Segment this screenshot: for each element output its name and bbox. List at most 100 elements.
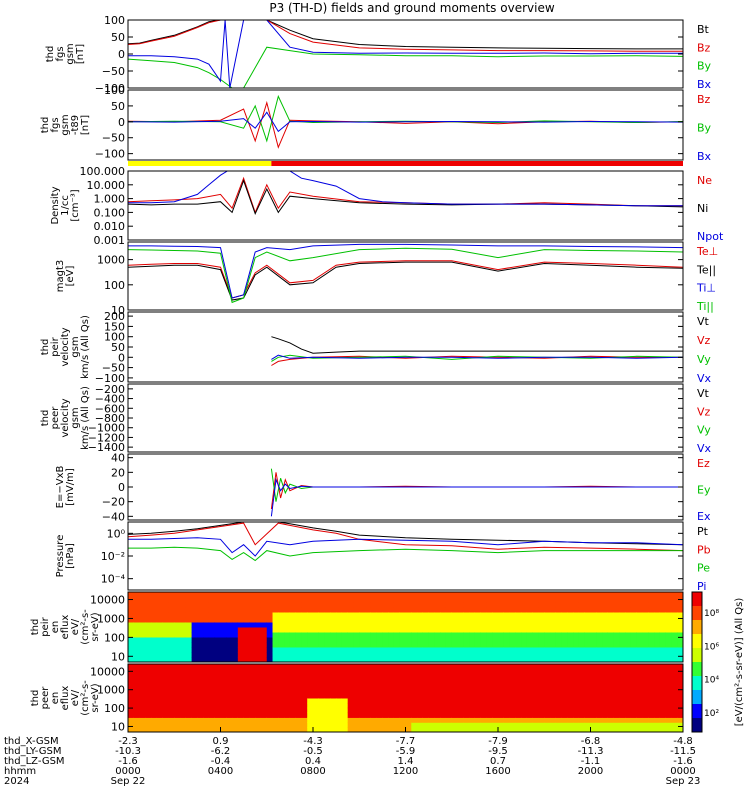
spectrogram-cell [602, 693, 609, 699]
spectrogram-cell [411, 698, 418, 704]
spectrogram-cell [266, 627, 274, 633]
x-axis-value: 2000 [578, 766, 603, 777]
spectrogram-cell [388, 592, 395, 598]
spectrogram-cell [567, 712, 574, 718]
spectrogram-cell [180, 627, 187, 633]
spectrogram-cell [602, 722, 609, 728]
spectrogram-cell [220, 727, 227, 733]
spectrogram-cell [521, 668, 528, 675]
spectrogram-cell [220, 712, 227, 718]
spectrogram-cell [550, 668, 557, 675]
spectrogram-cell [139, 612, 146, 618]
spectrogram-cell [133, 683, 141, 689]
spectrogram-cell [330, 668, 337, 675]
spectrogram-cell [399, 668, 406, 675]
spectrogram-cell [434, 678, 441, 684]
spectrogram-cell [451, 617, 459, 623]
spectrogram-cell [411, 592, 418, 598]
spectrogram-cell [532, 657, 539, 663]
spectrogram-cell [526, 727, 534, 733]
spectrogram-cell [324, 722, 331, 728]
spectrogram-cell [584, 602, 591, 608]
spectrogram-cell [561, 664, 568, 670]
spectrogram-cell [515, 673, 522, 680]
spectrogram-cell [405, 698, 412, 704]
spectrogram-cell [388, 602, 395, 608]
spectrogram-cell [636, 717, 644, 723]
spectrogram-cell [197, 657, 204, 663]
spectrogram-cell [550, 678, 557, 684]
spectrogram-cell [341, 688, 349, 694]
panel-mode_bar [128, 161, 683, 166]
spectrogram-cell [486, 652, 493, 658]
spectrogram-cell [237, 698, 245, 704]
spectrogram-cell [388, 668, 395, 675]
spectrogram-cell [156, 712, 164, 718]
legend-entry: Pe [697, 562, 710, 575]
spectrogram-cell [168, 632, 175, 638]
spectrogram-cell [266, 652, 274, 658]
spectrogram-cell [313, 637, 320, 643]
spectrogram-cell [445, 702, 453, 709]
y-axis-label-line: -t89 [70, 115, 81, 135]
spectrogram-cell [365, 683, 372, 689]
spectrogram-cell [295, 647, 302, 653]
spectrogram-cell [567, 657, 574, 663]
spectrogram-cell [659, 722, 667, 728]
spectrogram-cell [313, 722, 320, 728]
spectrogram-cell [174, 698, 181, 704]
spectrogram-cell [648, 642, 655, 648]
spectrogram-cell [266, 712, 274, 718]
spectrogram-cell [359, 717, 366, 723]
spectrogram-cell [573, 632, 580, 638]
spectrogram-cell [208, 627, 216, 633]
spectrogram-cell [405, 617, 412, 623]
spectrogram-cell [249, 642, 256, 648]
spectrogram-cell [573, 652, 580, 658]
spectrogram-cell [550, 617, 557, 623]
spectrogram-cell [469, 597, 476, 603]
spectrogram-cell [272, 647, 279, 653]
spectrogram-cell [197, 647, 204, 653]
spectrogram-cell [659, 597, 667, 603]
spectrogram-cell [550, 612, 557, 618]
spectrogram-cell [578, 673, 586, 680]
spectrogram-cell [411, 673, 418, 680]
spectrogram-cell [197, 664, 204, 670]
spectrogram-cell [249, 698, 256, 704]
spectrogram-cell [451, 707, 459, 714]
spectrogram-cell [313, 727, 320, 733]
y-tick-label: 0 [118, 116, 125, 129]
spectrogram-cell [630, 597, 638, 603]
spectrogram-cell [191, 597, 198, 603]
spectrogram-cell [359, 698, 366, 704]
spectrogram-cell [474, 717, 482, 723]
spectrogram-cell [457, 647, 464, 653]
spectrogram-cell [330, 652, 337, 658]
spectrogram-cell [353, 707, 360, 714]
spectrogram-cell [307, 678, 314, 684]
spectrogram-cell [156, 642, 164, 648]
spectrogram-cell [613, 673, 620, 680]
spectrogram-cell [405, 597, 412, 603]
spectrogram-cell [313, 698, 320, 704]
spectrogram-cell [359, 627, 366, 633]
spectrogram-cell [434, 637, 441, 643]
spectrogram-cell [526, 668, 534, 675]
spectrogram-cell [318, 727, 326, 733]
spectrogram-cell [619, 678, 626, 684]
spectrogram-cell [214, 702, 221, 709]
spectrogram-cell [578, 622, 586, 628]
spectrogram-cell [208, 702, 216, 709]
spectrogram-cell [422, 668, 430, 675]
spectrogram-cell [376, 702, 383, 709]
spectrogram-cell [405, 707, 412, 714]
spectrogram-cell [417, 668, 424, 675]
spectrogram-cell [677, 717, 684, 723]
figure-title: P3 (TH-D) fields and ground moments over… [269, 1, 554, 15]
spectrogram-cell [492, 602, 499, 608]
spectrogram-cell [590, 717, 597, 723]
spectrogram-cell [289, 727, 297, 733]
spectrogram-cell [393, 637, 401, 643]
spectrogram-cell [243, 702, 250, 709]
